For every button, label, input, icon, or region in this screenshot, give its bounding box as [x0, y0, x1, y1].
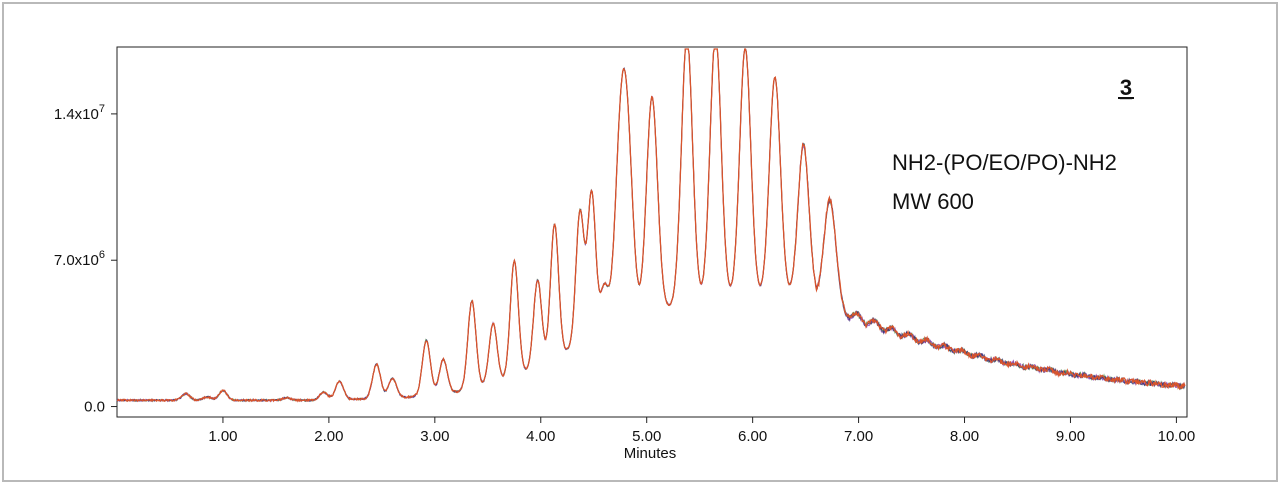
sample-number-label: 3: [1120, 75, 1132, 100]
x-tick-label: 10.00: [1158, 428, 1196, 445]
x-tick-label: 4.00: [526, 428, 555, 445]
axis-ticks: 1.00 2.00 3.00 4.00 5.00 6.00 7.00 8.00 9.00 10.0…: [54, 103, 1195, 445]
x-tick-label: 9.00: [1056, 428, 1085, 445]
x-tick-label: 8.00: [950, 428, 979, 445]
x-tick-label: 2.00: [314, 428, 343, 445]
molecular-weight-label: MW 600: [892, 189, 974, 214]
chromatogram-chart: 1.00 2.00 3.00 4.00 5.00 6.00 7.00 8.00 9.00 10.0…: [54, 46, 1195, 462]
x-tick-label: 1.00: [208, 428, 237, 445]
plot-area: [116, 46, 1188, 418]
y-tick-label: 7.0x106: [54, 249, 105, 269]
compound-name-label: NH2-(PO/EO/PO)-NH2: [892, 150, 1117, 175]
x-tick-label: 6.00: [738, 428, 767, 445]
y-tick-label: 1.4x107: [54, 103, 105, 123]
trace-group: [116, 48, 1186, 403]
x-tick-label: 5.00: [632, 428, 661, 445]
x-tick-label: 3.00: [420, 428, 449, 445]
x-axis-title: Minutes: [624, 445, 677, 462]
chromatogram-trace-main: [116, 48, 1186, 403]
x-tick-label: 7.00: [844, 428, 873, 445]
y-tick-label: 0.0: [84, 399, 105, 416]
